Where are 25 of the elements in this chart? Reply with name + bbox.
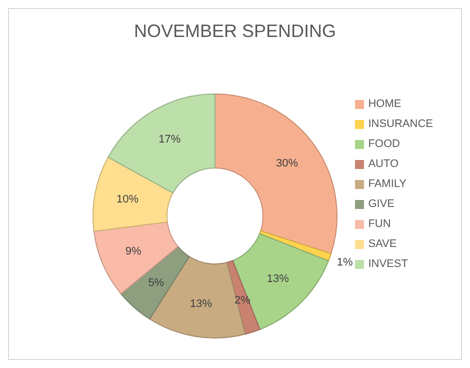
legend-label: FOOD (368, 138, 400, 150)
data-label: 2% (234, 294, 251, 307)
legend-label: HOME (368, 98, 402, 110)
legend-label: FAMILY (368, 178, 407, 190)
donut-slice (93, 222, 179, 294)
legend-label: GIVE (368, 198, 394, 210)
data-label: 30% (276, 158, 298, 170)
data-label: 9% (125, 245, 142, 258)
data-label: 13% (190, 298, 212, 310)
data-label: 5% (148, 276, 164, 289)
legend-label: INVEST (368, 258, 408, 270)
data-label: 17% (158, 133, 181, 146)
donut-slice (232, 233, 329, 330)
legend-label: AUTO (368, 158, 399, 170)
legend-label: INSURANCE (368, 118, 433, 130)
donut-slice (214, 94, 338, 254)
data-label: 13% (266, 272, 290, 285)
legend-label: SAVE (368, 238, 397, 250)
donut-slice (92, 156, 174, 232)
donut-slice (120, 246, 190, 320)
data-label: 1% (336, 256, 354, 269)
data-label: 10% (116, 193, 139, 206)
donut-slice (108, 94, 216, 194)
legend-label: FUN (368, 218, 391, 230)
chart-title: NOVEMBER SPENDING (132, 21, 338, 42)
